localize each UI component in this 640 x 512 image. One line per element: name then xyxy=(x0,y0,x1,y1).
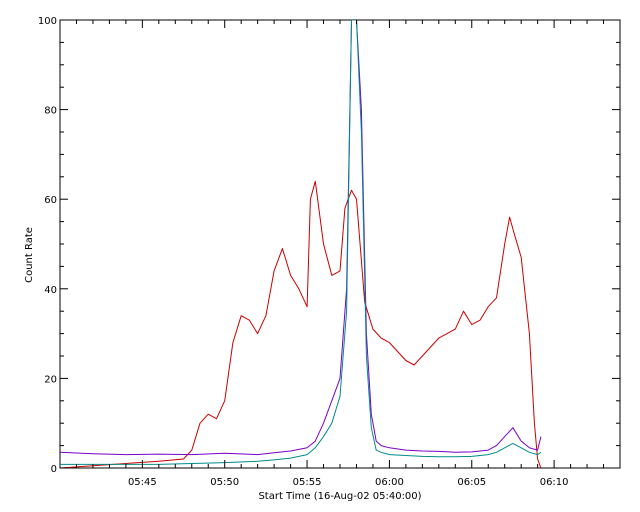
y-tick-label: 60 xyxy=(44,195,57,206)
x-axis-title: Start Time (16-Aug-02 05:40:00) xyxy=(258,491,421,502)
x-tick-label: 06:00 xyxy=(375,477,404,488)
y-tick-label: 100 xyxy=(38,16,57,27)
x-tick-label: 06:10 xyxy=(540,477,569,488)
x-tick-label: 05:50 xyxy=(210,477,239,488)
series-line-teal xyxy=(60,20,542,465)
y-tick-label: 40 xyxy=(44,285,57,296)
y-tick-label: 0 xyxy=(51,464,57,475)
y-axis: 0 20 40 60 80 100 xyxy=(38,16,620,475)
x-tick-label: 06:05 xyxy=(457,477,486,488)
series-layer xyxy=(60,20,542,468)
x-tick-label: 05:55 xyxy=(293,477,322,488)
plot-frame xyxy=(59,19,621,469)
series-line-red xyxy=(60,180,542,468)
y-axis-title: Count Rate xyxy=(24,227,35,283)
x-tick-label: 05:45 xyxy=(128,477,157,488)
y-tick-label: 20 xyxy=(44,374,57,385)
series-line-purple xyxy=(60,20,542,456)
y-tick-label: 80 xyxy=(44,106,57,117)
x-axis: 05:45 05:50 05:55 06:00 06:05 06:10 xyxy=(75,20,605,488)
